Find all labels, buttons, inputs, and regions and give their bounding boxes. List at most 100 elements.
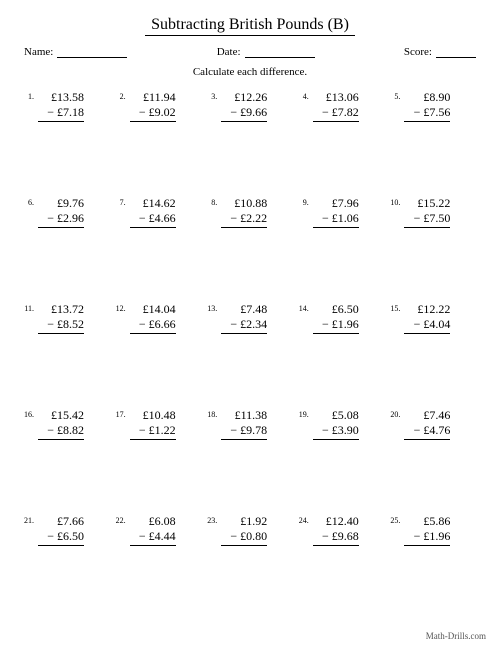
subtrahend: − £1.96: [404, 529, 450, 546]
problem-body: £15.22− £7.50: [404, 196, 450, 228]
subtrahend: − £6.66: [130, 317, 176, 334]
minuend: £13.06: [313, 90, 359, 105]
subtrahend: − £4.44: [130, 529, 176, 546]
problem: 18.£11.38− £9.78: [207, 408, 293, 514]
problem: 3.£12.26− £9.66: [207, 90, 293, 196]
problem-number: 17.: [116, 408, 130, 419]
problem: 10.£15.22− £7.50: [390, 196, 476, 302]
problem-body: £14.04− £6.66: [130, 302, 176, 334]
minuend: £7.46: [404, 408, 450, 423]
subtrahend: − £8.82: [38, 423, 84, 440]
minuend: £12.22: [404, 302, 450, 317]
minuend: £7.96: [313, 196, 359, 211]
subtrahend: − £3.90: [313, 423, 359, 440]
minuend: £7.66: [38, 514, 84, 529]
problem: 22.£6.08− £4.44: [116, 514, 202, 620]
minuend: £12.26: [221, 90, 267, 105]
problem-number: 1.: [24, 90, 38, 101]
problem-body: £10.88− £2.22: [221, 196, 267, 228]
problem-number: 23.: [207, 514, 221, 525]
problem: 5.£8.90− £7.56: [390, 90, 476, 196]
problem: 19.£5.08− £3.90: [299, 408, 385, 514]
subtrahend: − £4.66: [130, 211, 176, 228]
subtrahend: − £2.96: [38, 211, 84, 228]
subtrahend: − £4.04: [404, 317, 450, 334]
problem-body: £6.08− £4.44: [130, 514, 176, 546]
problem: 13.£7.48− £2.34: [207, 302, 293, 408]
name-field: Name:: [24, 46, 127, 58]
minuend: £1.92: [221, 514, 267, 529]
subtrahend: − £4.76: [404, 423, 450, 440]
problem: 2.£11.94− £9.02: [116, 90, 202, 196]
minuend: £10.88: [221, 196, 267, 211]
problem-number: 24.: [299, 514, 313, 525]
date-blank[interactable]: [245, 47, 315, 58]
minuend: £13.58: [38, 90, 84, 105]
minuend: £7.48: [221, 302, 267, 317]
subtrahend: − £9.02: [130, 105, 176, 122]
problem-number: 19.: [299, 408, 313, 419]
problem: 20.£7.46− £4.76: [390, 408, 476, 514]
problem-number: 25.: [390, 514, 404, 525]
name-blank[interactable]: [57, 47, 127, 58]
problem: 11.£13.72− £8.52: [24, 302, 110, 408]
problem-body: £12.22− £4.04: [404, 302, 450, 334]
problem: 8.£10.88− £2.22: [207, 196, 293, 302]
minuend: £8.90: [404, 90, 450, 105]
problem-body: £9.76− £2.96: [38, 196, 84, 228]
problem: 23.£1.92− £0.80: [207, 514, 293, 620]
problem: 24.£12.40− £9.68: [299, 514, 385, 620]
subtrahend: − £8.52: [38, 317, 84, 334]
problem: 25.£5.86− £1.96: [390, 514, 476, 620]
subtrahend: − £6.50: [38, 529, 84, 546]
problems-grid: 1.£13.58− £7.182.£11.94− £9.023.£12.26− …: [24, 90, 476, 620]
problem-body: £5.86− £1.96: [404, 514, 450, 546]
problem-body: £13.06− £7.82: [313, 90, 359, 122]
problem-number: 4.: [299, 90, 313, 101]
score-field: Score:: [404, 46, 476, 58]
subtrahend: − £9.66: [221, 105, 267, 122]
problem-body: £7.48− £2.34: [221, 302, 267, 334]
problem-body: £7.46− £4.76: [404, 408, 450, 440]
problem-number: 14.: [299, 302, 313, 313]
minuend: £14.04: [130, 302, 176, 317]
problem-body: £11.94− £9.02: [130, 90, 176, 122]
problem-number: 5.: [390, 90, 404, 101]
problem-number: 15.: [390, 302, 404, 313]
subtrahend: − £2.22: [221, 211, 267, 228]
problem-number: 6.: [24, 196, 38, 207]
minuend: £15.42: [38, 408, 84, 423]
problem-body: £11.38− £9.78: [221, 408, 267, 440]
minuend: £15.22: [404, 196, 450, 211]
problem-number: 20.: [390, 408, 404, 419]
score-blank[interactable]: [436, 47, 476, 58]
date-field: Date:: [217, 46, 315, 58]
problem-number: 21.: [24, 514, 38, 525]
minuend: £5.08: [313, 408, 359, 423]
subtrahend: − £9.68: [313, 529, 359, 546]
instruction-text: Calculate each difference.: [24, 66, 476, 78]
problem: 9.£7.96− £1.06: [299, 196, 385, 302]
problem: 15.£12.22− £4.04: [390, 302, 476, 408]
problem: 16.£15.42− £8.82: [24, 408, 110, 514]
problem-number: 9.: [299, 196, 313, 207]
problem: 21.£7.66− £6.50: [24, 514, 110, 620]
subtrahend: − £7.18: [38, 105, 84, 122]
problem-body: £7.96− £1.06: [313, 196, 359, 228]
problem-body: £6.50− £1.96: [313, 302, 359, 334]
name-label: Name:: [24, 46, 53, 58]
page-title: Subtracting British Pounds (B): [145, 16, 355, 36]
problem-body: £8.90− £7.56: [404, 90, 450, 122]
date-label: Date:: [217, 46, 241, 58]
minuend: £10.48: [130, 408, 176, 423]
problem-body: £13.58− £7.18: [38, 90, 84, 122]
problem-number: 7.: [116, 196, 130, 207]
problem-body: £13.72− £8.52: [38, 302, 84, 334]
problem-number: 11.: [24, 302, 38, 313]
problem-number: 2.: [116, 90, 130, 101]
footer-credit: Math-Drills.com: [426, 631, 486, 641]
problem: 17.£10.48− £1.22: [116, 408, 202, 514]
problem-number: 22.: [116, 514, 130, 525]
problem-number: 13.: [207, 302, 221, 313]
minuend: £9.76: [38, 196, 84, 211]
